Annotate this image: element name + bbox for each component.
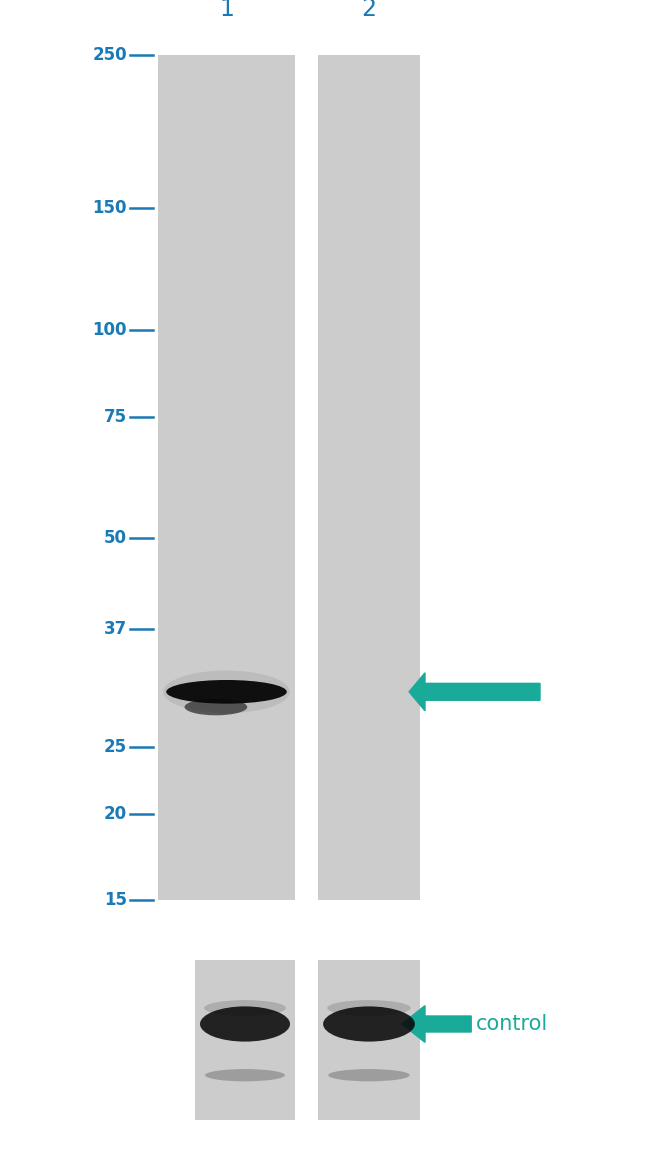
Ellipse shape	[323, 1006, 415, 1042]
Bar	[318, 960, 420, 1120]
Text: 1: 1	[219, 0, 234, 21]
Text: 2: 2	[361, 0, 376, 21]
Ellipse shape	[328, 1069, 410, 1082]
Ellipse shape	[204, 1000, 286, 1016]
Ellipse shape	[327, 1000, 411, 1016]
Bar	[158, 55, 295, 900]
Ellipse shape	[163, 671, 290, 713]
Ellipse shape	[185, 699, 247, 715]
Text: 15: 15	[104, 890, 127, 909]
Text: 250: 250	[92, 46, 127, 64]
Text: 150: 150	[92, 200, 127, 217]
Text: 75: 75	[104, 407, 127, 426]
Bar	[318, 55, 420, 900]
Text: 20: 20	[104, 804, 127, 823]
FancyArrow shape	[402, 1006, 471, 1042]
Text: 100: 100	[92, 321, 127, 340]
Ellipse shape	[205, 1069, 285, 1082]
Text: control: control	[476, 1014, 548, 1034]
Bar	[195, 960, 295, 1120]
Text: 25: 25	[104, 738, 127, 755]
Text: 50: 50	[104, 530, 127, 547]
FancyArrow shape	[409, 673, 540, 711]
Ellipse shape	[166, 680, 287, 704]
Text: 37: 37	[104, 620, 127, 638]
Ellipse shape	[200, 1006, 290, 1042]
